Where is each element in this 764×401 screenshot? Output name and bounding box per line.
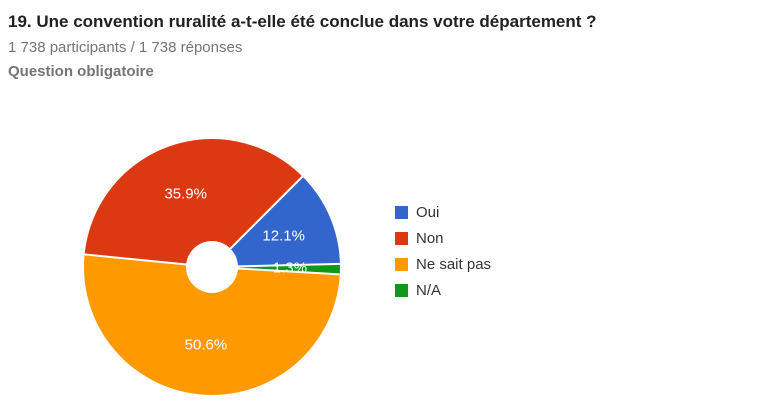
legend-label: Oui	[416, 204, 440, 221]
legend-label: N/A	[416, 282, 442, 299]
slice-percent-label: 1.3%	[272, 259, 308, 277]
question-header: 19. Une convention ruralité a-t-elle été…	[0, 0, 764, 80]
question-title: 19. Une convention ruralité a-t-elle été…	[8, 12, 597, 31]
donut-chart[interactable]: 12.1% 1.3% 50.6% 35.9%	[84, 139, 340, 395]
legend-item: Non	[395, 230, 491, 247]
slice-percent-label: 12.1%	[262, 227, 305, 245]
legend-item: Ne sait pas	[395, 256, 491, 273]
legend-swatch	[395, 258, 408, 271]
pie-chart-area: 12.1% 1.3% 50.6% 35.9% Oui Non Ne sait pas …	[0, 120, 764, 401]
legend-swatch	[395, 232, 408, 245]
chart-legend: Oui Non Ne sait pas N/A	[395, 204, 491, 299]
legend-item: Oui	[395, 204, 491, 221]
slice-percent-label: 50.6%	[184, 336, 228, 354]
participants-count: 1 738 participants / 1 738 réponses	[8, 39, 243, 56]
legend-swatch	[395, 284, 408, 297]
legend-label: Ne sait pas	[416, 256, 492, 273]
legend-label: Non	[416, 230, 444, 247]
donut-hole	[186, 241, 238, 293]
legend-swatch	[395, 206, 408, 219]
required-label: Question obligatoire	[8, 63, 154, 80]
legend-item: N/A	[395, 282, 491, 299]
slice-percent-label: 35.9%	[164, 185, 207, 203]
